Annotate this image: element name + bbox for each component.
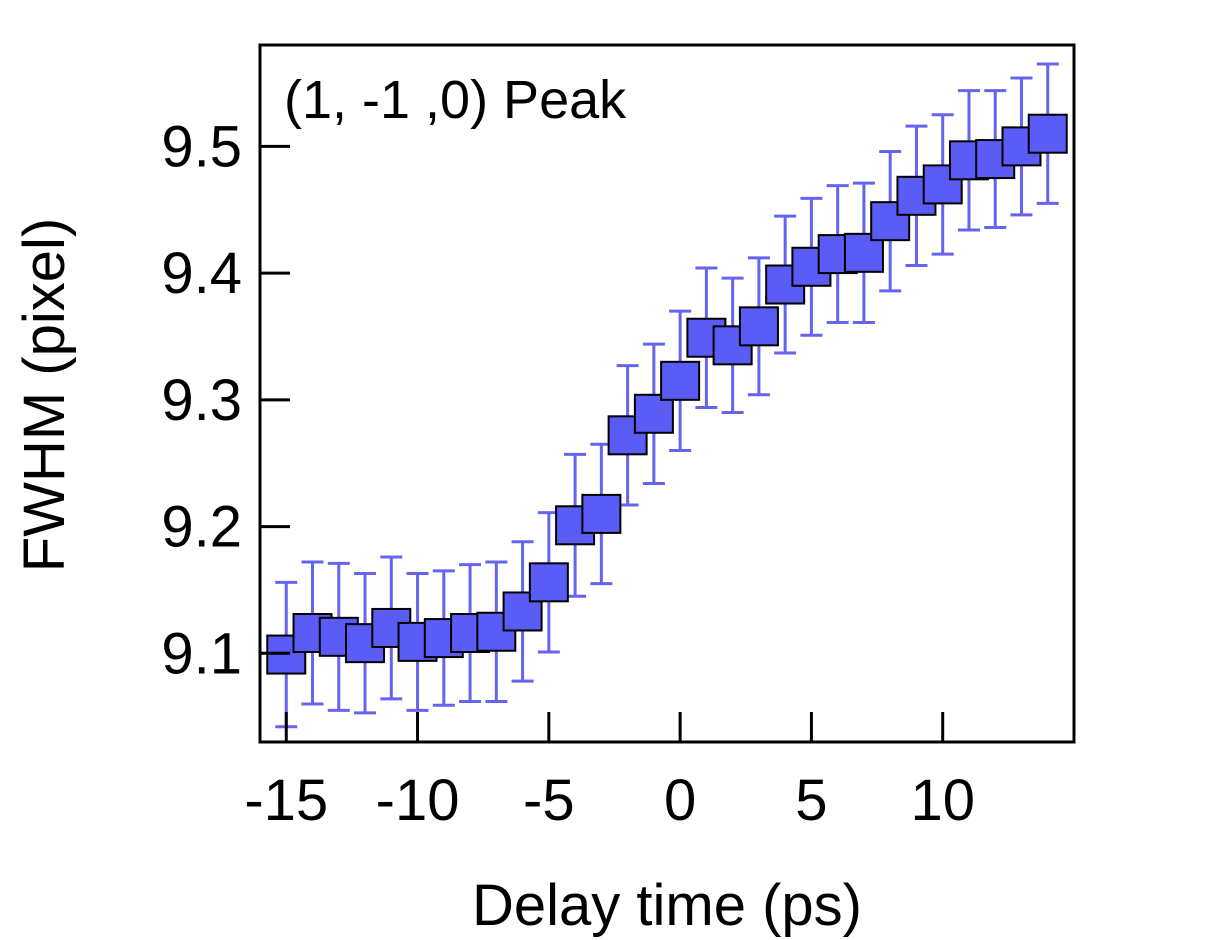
x-tick-label: -15: [244, 768, 328, 833]
data-point: [633, 393, 674, 434]
data-point: [738, 306, 779, 347]
data-point: [1027, 113, 1068, 154]
data-point: [528, 562, 569, 603]
x-tick-label: 0: [664, 768, 696, 833]
y-tick-label: 9.5: [161, 114, 242, 179]
y-tick-label: 9.1: [161, 621, 242, 686]
x-tick-label: -5: [523, 768, 575, 833]
peak-annotation: (1, -1 ,0) Peak: [284, 70, 627, 130]
y-tick-label: 9.4: [161, 241, 242, 306]
x-axis-label: Delay time (ps): [472, 873, 862, 938]
marker-layer: [266, 113, 1068, 675]
data-point: [581, 493, 622, 534]
x-tick-label: -10: [376, 768, 460, 833]
x-tick-label: 5: [795, 768, 827, 833]
x-tick-label: 10: [910, 768, 975, 833]
y-tick-label: 9.2: [161, 495, 242, 560]
data-point: [502, 591, 543, 632]
y-axis-ticks: 9.1 9.2 9.3 9.4 9.5: [161, 114, 290, 686]
data-point: [607, 415, 648, 456]
plot-frame: [258, 43, 1076, 744]
data-point: [660, 360, 701, 401]
x-axis-ticks: -15 -10 -5 0 5 10: [244, 712, 975, 833]
y-tick-label: 9.3: [161, 368, 242, 433]
y-axis-label: FWHM (pixel): [12, 218, 77, 572]
